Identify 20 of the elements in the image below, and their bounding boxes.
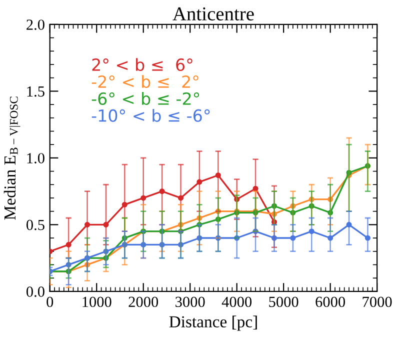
y-axis-title: Median E$_{B−V|FOSC}$: [4, 96, 20, 220]
y-tick-label: 0.5: [26, 220, 44, 230]
text: -6° < b ≤ -2°: [92, 92, 200, 105]
x-tick-label: 2000: [128, 296, 158, 308]
x-tick-label: 7000: [362, 296, 392, 308]
x-tick-label: 6000: [316, 296, 346, 308]
x-tick-label: 5000: [269, 296, 298, 308]
x-tick-label: 1000: [82, 296, 112, 308]
chart-title: Anticentre: [172, 7, 254, 20]
x-axis-title: Distance [pc]: [169, 316, 257, 331]
y-tick-label: 0.0: [26, 286, 44, 297]
x-tick-label: 4000: [222, 296, 252, 308]
y-tick-label: 1.0: [27, 153, 44, 164]
y-tick-label: 1.5: [27, 86, 44, 97]
x-tick-label: 0: [46, 296, 54, 308]
y-tick-label: 2.0: [26, 20, 44, 30]
text: 2° < b ≤ 6°: [92, 58, 192, 72]
x-tick-label: 3000: [176, 296, 205, 308]
text: -2° < b ≤ 2°: [92, 75, 198, 88]
text: -10° < b ≤ -6°: [92, 109, 210, 122]
